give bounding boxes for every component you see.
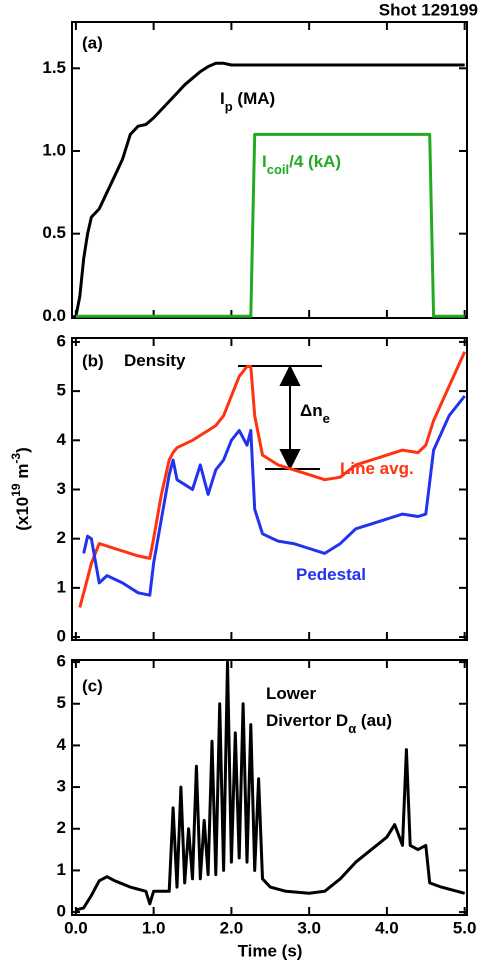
annotation-part: Lower bbox=[266, 684, 316, 703]
y-tick-label: 5 bbox=[57, 381, 66, 400]
y-tick-label: 1 bbox=[57, 577, 66, 596]
y-axis-label-part: ) bbox=[13, 447, 32, 453]
y-tick-label: 2 bbox=[57, 818, 66, 837]
y-tick-label: 5 bbox=[57, 693, 66, 712]
series-label: Line avg. bbox=[340, 459, 414, 478]
annotation-part: Δn bbox=[300, 401, 323, 420]
x-tick-label: 0.0 bbox=[64, 918, 88, 937]
y-tick-label: 0.5 bbox=[42, 223, 66, 242]
y-tick-label: 4 bbox=[57, 430, 67, 449]
annotation-part: α bbox=[348, 721, 356, 736]
y-axis-label-part: (x10 bbox=[13, 497, 32, 531]
annotation-part: e bbox=[323, 411, 330, 426]
series-label: Icoil/4 (kA) bbox=[262, 152, 341, 176]
y-tick-label: 3 bbox=[57, 777, 66, 796]
series-label: Ip (MA) bbox=[220, 89, 275, 113]
y-tick-label: 0.0 bbox=[42, 306, 66, 325]
annotation: Density bbox=[124, 351, 186, 370]
annotation: Divertor Dα (au) bbox=[266, 711, 392, 735]
annotation: Δne bbox=[300, 401, 330, 425]
x-tick-label: 2.0 bbox=[220, 918, 244, 937]
series-label-part: p bbox=[225, 99, 233, 114]
y-tick-label: 3 bbox=[57, 479, 66, 498]
y-tick-label: 1.5 bbox=[42, 58, 66, 77]
x-tick-label: 5.0 bbox=[453, 918, 477, 937]
chart-title: Shot 129199 bbox=[379, 0, 478, 19]
y-tick-label: 1 bbox=[57, 860, 66, 879]
y-tick-label: 0 bbox=[57, 627, 66, 646]
y-tick-label: 6 bbox=[57, 652, 66, 671]
panel-label: (a) bbox=[82, 33, 103, 52]
series-line bbox=[82, 395, 466, 597]
series-line bbox=[75, 660, 466, 912]
series-line bbox=[78, 351, 467, 608]
x-tick-label: 1.0 bbox=[142, 918, 166, 937]
y-tick-label: 4 bbox=[57, 735, 67, 754]
series-line bbox=[75, 132, 465, 318]
series-label-part: Pedestal bbox=[296, 565, 366, 584]
y-axis-label: (x1019 m-3) bbox=[9, 447, 32, 531]
annotation: Lower bbox=[266, 684, 316, 703]
panel-label: (c) bbox=[82, 676, 103, 695]
y-axis-label-part: m bbox=[13, 464, 32, 484]
series-label-part: /4 (kA) bbox=[289, 152, 341, 171]
series-label-part: coil bbox=[267, 162, 289, 177]
series-label-part: Line avg. bbox=[340, 459, 414, 478]
series-label-part: (MA) bbox=[233, 89, 275, 108]
y-tick-label: 0 bbox=[57, 902, 66, 921]
annotation-part: Divertor D bbox=[266, 711, 348, 730]
y-axis-label-part: 19 bbox=[9, 483, 23, 497]
y-tick-label: 1.0 bbox=[42, 140, 66, 159]
y-axis-label-part: -3 bbox=[9, 453, 23, 464]
x-tick-label: 3.0 bbox=[297, 918, 321, 937]
annotation-part: Density bbox=[124, 351, 186, 370]
annotation-part: (au) bbox=[356, 711, 392, 730]
series-line bbox=[74, 61, 465, 317]
y-tick-label: 6 bbox=[57, 331, 66, 350]
x-tick-label: 4.0 bbox=[375, 918, 399, 937]
series-label-part: I bbox=[262, 152, 267, 171]
plot-frame bbox=[71, 21, 468, 319]
series-label-part: I bbox=[220, 89, 225, 108]
y-tick-label: 2 bbox=[57, 528, 66, 547]
x-axis-label: Time (s) bbox=[238, 941, 303, 960]
series-label: Pedestal bbox=[296, 565, 366, 584]
panel-label: (b) bbox=[82, 351, 104, 370]
delta-arrow bbox=[238, 364, 322, 471]
plot-frame bbox=[71, 337, 468, 641]
